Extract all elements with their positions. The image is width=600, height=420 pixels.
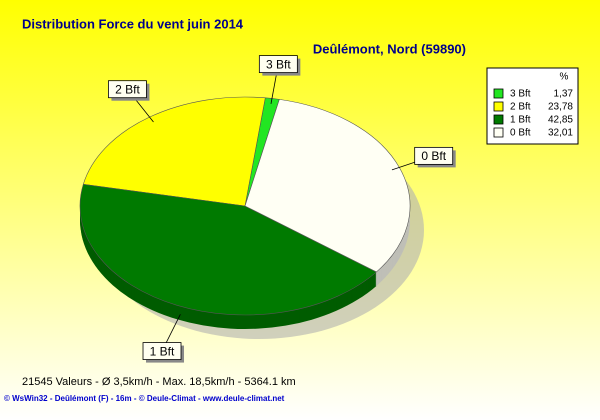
slice-label: 2 Bft (115, 82, 140, 96)
legend-swatch (493, 101, 504, 112)
legend-title: % (560, 72, 569, 83)
legend-label: 1 Bft (510, 115, 531, 126)
pie-slice (82, 96, 266, 207)
pie-slice (244, 99, 411, 273)
chart-subtitle: Deûlémont, Nord (59890) (313, 41, 466, 56)
pie-slice (79, 183, 377, 316)
legend-value: 32,01 (548, 128, 573, 139)
legend-swatch (493, 88, 504, 99)
slice-label: 1 Bft (150, 344, 175, 358)
label-box (258, 55, 298, 74)
credit: © WsWin32 - Deûlémont (F) - 16m - © Deul… (4, 394, 285, 403)
legend-value: 1,37 (554, 89, 574, 100)
legend-label: 2 Bft (510, 102, 531, 113)
legend-value: 42,85 (548, 115, 573, 126)
slice-label: 3 Bft (266, 57, 291, 71)
chart-title: Distribution Force du vent juin 2014 (22, 16, 244, 31)
label-box (108, 80, 147, 99)
legend-value: 23,78 (548, 102, 573, 113)
legend-swatch (493, 114, 504, 125)
footer: 21545 Valeurs - Ø 3,5km/h - Max. 18,5km/… (22, 376, 296, 388)
label-box (414, 146, 454, 165)
legend: % 3 Bft 1,37 2 Bft 23,78 1 Bft 42,85 0 Bft 32,0… (486, 67, 579, 145)
legend-swatch (493, 127, 504, 138)
slice-label: 0 Bft (421, 149, 446, 163)
label-box (142, 342, 182, 360)
legend-label: 0 Bft (510, 128, 531, 139)
legend-label: 3 Bft (510, 89, 531, 100)
